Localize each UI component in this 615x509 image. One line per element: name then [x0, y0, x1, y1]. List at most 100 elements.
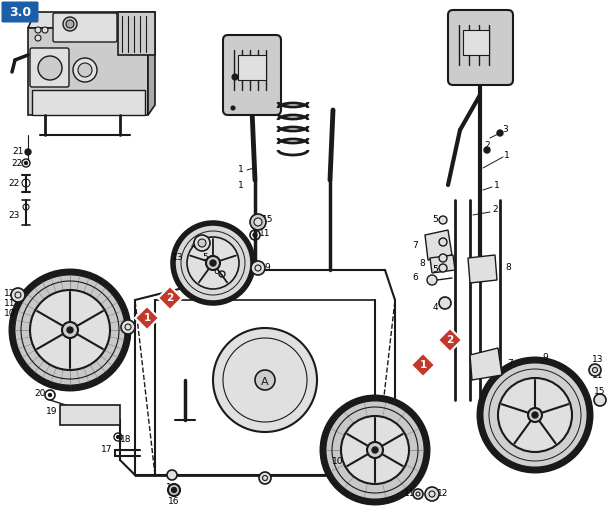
Text: 12: 12 [4, 289, 16, 297]
Text: 11: 11 [404, 490, 416, 498]
Circle shape [439, 238, 447, 246]
Polygon shape [28, 28, 148, 115]
Circle shape [38, 56, 62, 80]
Circle shape [439, 254, 447, 262]
Circle shape [30, 290, 110, 370]
Circle shape [172, 488, 177, 493]
Text: 15: 15 [594, 387, 606, 397]
Circle shape [231, 106, 235, 110]
Text: 1: 1 [494, 181, 500, 189]
Circle shape [259, 472, 271, 484]
Polygon shape [438, 328, 462, 352]
Circle shape [439, 264, 447, 272]
Polygon shape [28, 12, 155, 28]
Text: 15: 15 [262, 215, 274, 224]
Text: 3: 3 [225, 68, 231, 76]
Circle shape [532, 412, 538, 418]
Circle shape [323, 398, 427, 502]
Circle shape [372, 447, 378, 453]
Circle shape [594, 394, 606, 406]
Circle shape [62, 322, 78, 338]
Circle shape [42, 27, 48, 33]
Bar [463, 30, 489, 55]
Text: 1: 1 [419, 360, 427, 370]
Circle shape [232, 74, 238, 80]
Polygon shape [135, 306, 159, 330]
Circle shape [121, 320, 135, 334]
Circle shape [253, 233, 257, 237]
Circle shape [12, 272, 128, 388]
Text: 8: 8 [419, 260, 425, 269]
Circle shape [254, 218, 262, 226]
Circle shape [167, 470, 177, 480]
Text: 3: 3 [225, 100, 231, 109]
Text: 22: 22 [11, 158, 23, 167]
Text: 3.0: 3.0 [9, 6, 31, 18]
Text: 1: 1 [238, 181, 244, 189]
Polygon shape [430, 255, 455, 273]
Text: 9: 9 [542, 353, 548, 362]
Circle shape [11, 288, 25, 302]
Circle shape [73, 58, 97, 82]
Circle shape [497, 130, 503, 136]
Circle shape [25, 161, 28, 164]
Circle shape [589, 364, 601, 376]
Circle shape [198, 239, 206, 247]
Text: 5: 5 [202, 253, 208, 263]
Text: 6: 6 [213, 268, 219, 276]
Text: 13: 13 [592, 355, 604, 364]
Circle shape [194, 235, 210, 251]
Text: 11: 11 [4, 298, 16, 307]
Text: 7: 7 [412, 240, 418, 249]
Circle shape [439, 297, 451, 309]
Circle shape [187, 237, 239, 289]
Text: 7: 7 [507, 358, 513, 367]
Circle shape [49, 393, 52, 397]
FancyBboxPatch shape [53, 13, 117, 42]
Circle shape [213, 328, 317, 432]
FancyBboxPatch shape [223, 35, 281, 115]
Text: 1: 1 [504, 151, 510, 159]
Circle shape [35, 35, 41, 41]
Circle shape [66, 20, 74, 28]
Circle shape [206, 256, 220, 270]
Text: 2: 2 [446, 335, 454, 345]
Circle shape [210, 260, 216, 266]
Circle shape [480, 360, 590, 470]
Circle shape [439, 216, 447, 224]
Text: 3: 3 [502, 126, 508, 134]
Circle shape [528, 408, 542, 422]
Text: 2: 2 [167, 293, 173, 303]
Text: 11: 11 [260, 230, 271, 239]
Polygon shape [425, 230, 452, 260]
Text: 21: 21 [12, 148, 24, 156]
Text: 10: 10 [4, 308, 16, 318]
Text: 17: 17 [101, 445, 113, 455]
Polygon shape [118, 12, 155, 55]
Text: 1: 1 [143, 313, 151, 323]
Text: 20: 20 [34, 388, 46, 398]
Polygon shape [470, 348, 502, 380]
Circle shape [116, 436, 119, 438]
FancyBboxPatch shape [30, 48, 69, 87]
Circle shape [78, 63, 92, 77]
Circle shape [498, 378, 572, 452]
Text: 5: 5 [432, 215, 438, 224]
Text: 5: 5 [432, 238, 438, 246]
Circle shape [25, 149, 31, 155]
Circle shape [413, 489, 423, 499]
Text: 2: 2 [484, 140, 490, 150]
Circle shape [425, 487, 439, 501]
Circle shape [255, 370, 275, 390]
Text: 18: 18 [121, 436, 132, 444]
Circle shape [35, 27, 41, 33]
Polygon shape [148, 12, 155, 115]
Text: 8: 8 [505, 264, 511, 272]
Text: 13: 13 [172, 253, 184, 263]
Circle shape [63, 17, 77, 31]
Circle shape [341, 416, 409, 484]
Text: 11: 11 [592, 372, 604, 381]
Circle shape [367, 442, 383, 458]
Circle shape [210, 259, 213, 262]
FancyBboxPatch shape [1, 2, 39, 22]
